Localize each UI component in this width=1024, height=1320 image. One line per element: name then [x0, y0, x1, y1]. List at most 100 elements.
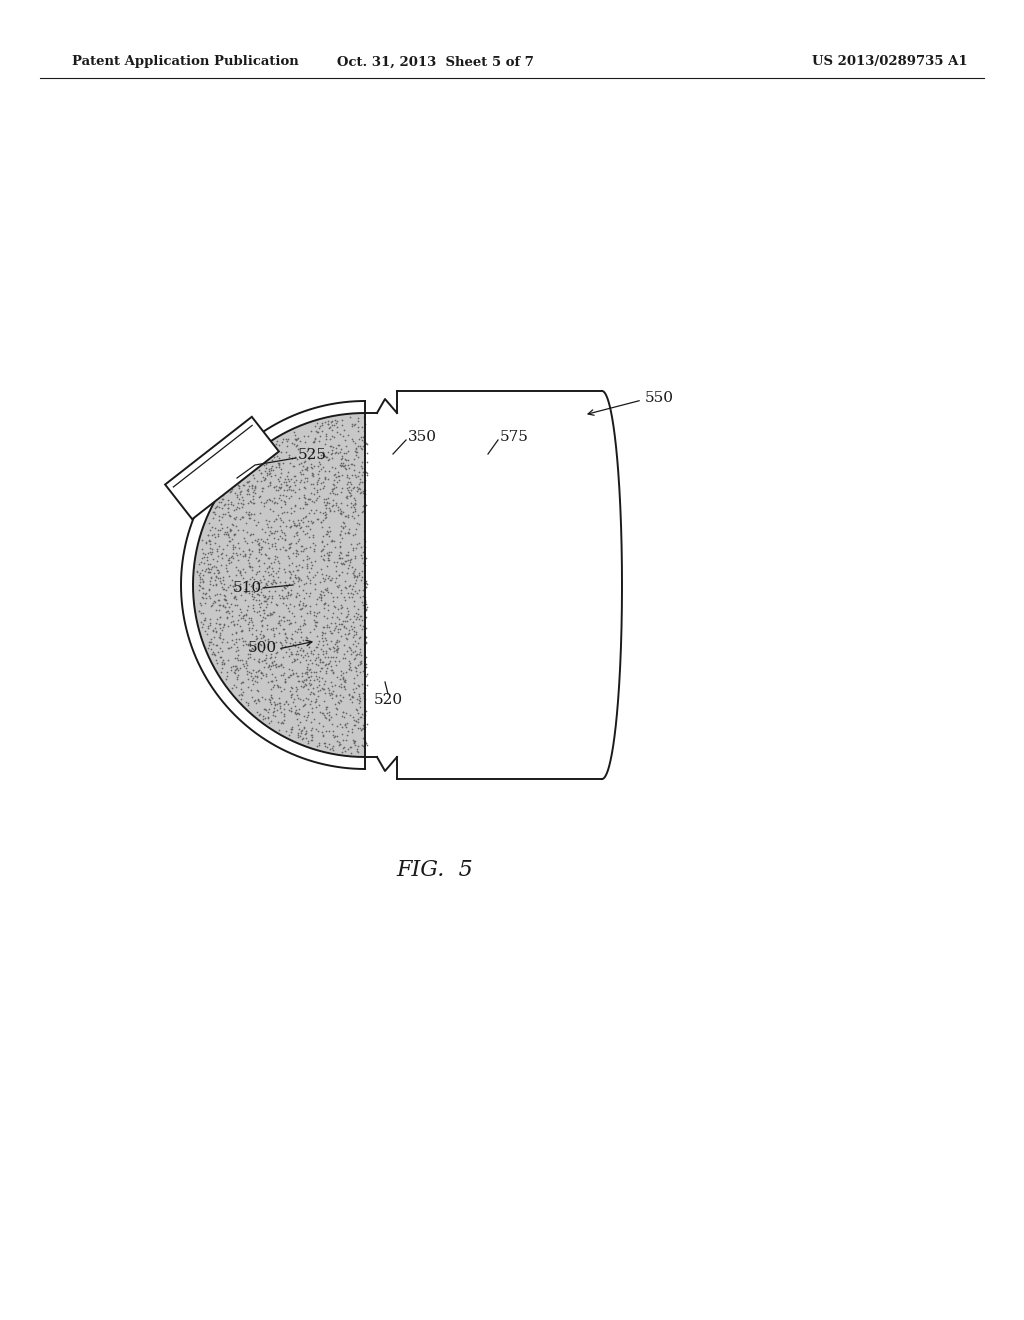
Point: [347, 656, 364, 677]
Point: [197, 609, 213, 630]
Point: [276, 572, 293, 593]
Point: [327, 409, 343, 430]
Point: [264, 459, 281, 480]
Point: [346, 459, 362, 480]
Point: [222, 519, 239, 540]
Point: [227, 470, 244, 491]
Point: [302, 661, 318, 682]
Point: [356, 483, 373, 504]
Point: [220, 549, 237, 570]
Point: [325, 737, 341, 758]
Point: [285, 510, 301, 531]
Point: [308, 561, 325, 582]
Point: [209, 652, 225, 673]
Point: [303, 457, 319, 478]
Text: 520: 520: [374, 693, 402, 708]
Point: [270, 656, 287, 677]
Point: [322, 739, 338, 760]
Point: [245, 618, 261, 639]
Point: [314, 457, 331, 478]
Point: [207, 498, 223, 519]
Point: [356, 602, 373, 623]
Point: [217, 521, 233, 543]
Point: [253, 491, 269, 512]
Point: [317, 660, 334, 681]
Point: [296, 718, 312, 739]
Point: [354, 480, 371, 502]
Point: [207, 570, 223, 591]
Point: [195, 587, 211, 609]
Point: [269, 453, 286, 474]
Point: [290, 714, 306, 735]
Point: [238, 590, 254, 611]
Point: [262, 643, 279, 664]
Point: [237, 581, 253, 602]
Point: [324, 684, 340, 705]
Point: [264, 573, 281, 594]
Point: [345, 537, 361, 558]
Point: [321, 638, 337, 659]
Point: [339, 611, 355, 632]
Point: [288, 543, 304, 564]
Point: [274, 593, 291, 614]
Point: [263, 465, 280, 486]
Point: [349, 582, 366, 603]
Point: [317, 623, 334, 644]
Point: [307, 611, 324, 632]
Point: [301, 488, 317, 510]
Point: [211, 614, 227, 635]
Point: [238, 581, 254, 602]
Point: [202, 615, 218, 636]
Point: [328, 437, 344, 458]
Point: [283, 627, 299, 648]
Point: [202, 561, 218, 582]
Point: [282, 585, 298, 606]
Point: [260, 446, 276, 467]
Point: [295, 647, 311, 668]
Point: [234, 649, 251, 671]
Point: [269, 711, 286, 733]
Point: [226, 587, 243, 609]
Point: [268, 520, 285, 541]
Point: [333, 500, 349, 521]
Point: [211, 594, 227, 615]
Point: [340, 721, 356, 742]
Point: [317, 565, 334, 586]
Point: [215, 649, 231, 671]
Point: [302, 601, 318, 622]
Point: [308, 718, 325, 739]
Point: [330, 619, 346, 640]
Point: [317, 424, 334, 445]
Point: [295, 727, 311, 748]
Point: [261, 565, 278, 586]
Text: 550: 550: [645, 391, 674, 405]
Point: [205, 619, 221, 640]
Point: [251, 660, 267, 681]
Point: [358, 451, 375, 473]
Point: [332, 531, 348, 552]
Point: [286, 500, 302, 521]
Point: [221, 519, 238, 540]
Point: [262, 671, 279, 692]
Point: [315, 510, 332, 531]
Point: [330, 500, 346, 521]
Point: [214, 652, 230, 673]
Point: [262, 446, 279, 467]
Point: [284, 552, 300, 573]
Point: [340, 521, 356, 543]
Point: [347, 490, 364, 511]
Point: [283, 718, 299, 739]
Point: [307, 611, 324, 632]
Point: [313, 531, 330, 552]
Point: [256, 657, 272, 678]
Point: [274, 503, 291, 524]
Point: [334, 465, 350, 486]
Point: [295, 615, 311, 636]
Point: [302, 684, 318, 705]
Point: [318, 425, 335, 446]
Point: [225, 576, 242, 597]
Point: [223, 519, 240, 540]
Point: [293, 535, 309, 556]
Point: [261, 548, 278, 569]
Point: [304, 490, 321, 511]
